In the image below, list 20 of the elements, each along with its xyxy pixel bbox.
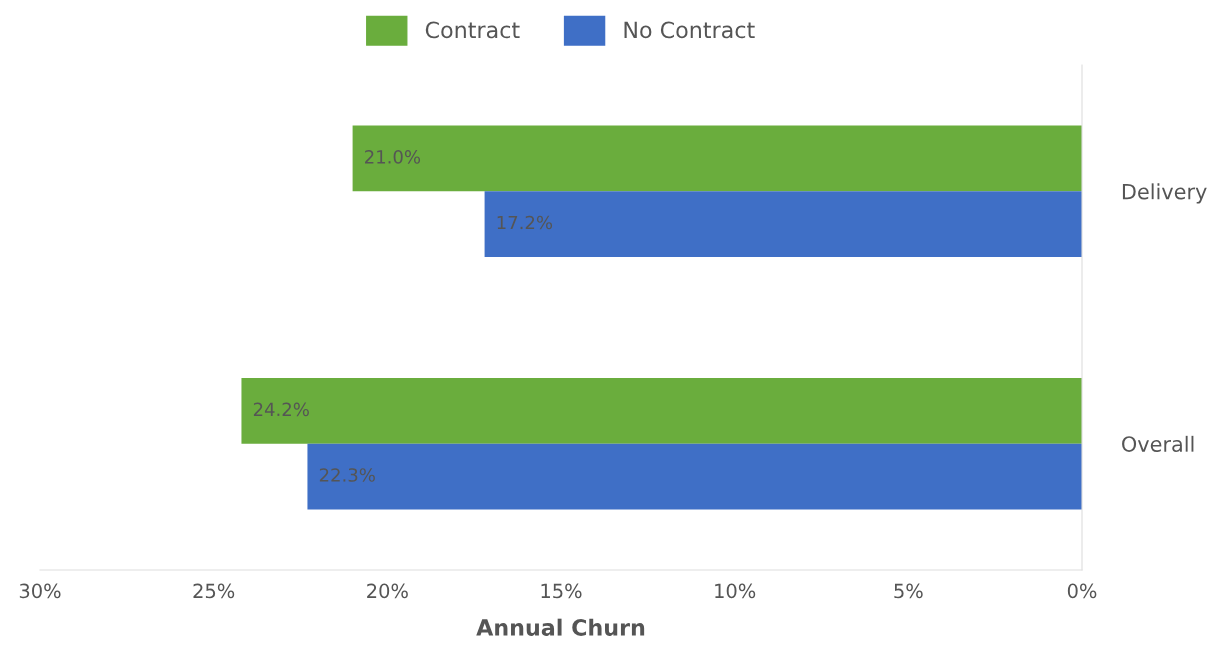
legend-label: Contract: [425, 21, 520, 39]
x-tick-label: 0%: [1067, 583, 1097, 599]
x-tick-label: 30%: [19, 583, 61, 599]
x-tick-label: 20%: [367, 583, 408, 599]
x-tick-label: 25%: [193, 583, 235, 599]
data-label: 24.2%: [253, 402, 309, 417]
bar: [241, 378, 1082, 444]
data-label: 21.0%: [365, 150, 421, 164]
y-tick-label: Overall: [1122, 435, 1194, 452]
bar: [307, 443, 1082, 510]
legend-label: No Contract: [624, 21, 755, 39]
x-tick-label: 15%: [541, 583, 582, 599]
data-label: 17.2%: [497, 215, 553, 230]
bar: [484, 191, 1082, 257]
data-label: 22.3%: [319, 468, 375, 482]
x-tick-label: 5%: [894, 583, 923, 599]
x-axis-title: Annual Churn: [476, 618, 645, 636]
x-tick-label: 10%: [715, 583, 756, 599]
y-tick-label: Delivery: [1122, 183, 1207, 204]
bar: [352, 125, 1082, 192]
